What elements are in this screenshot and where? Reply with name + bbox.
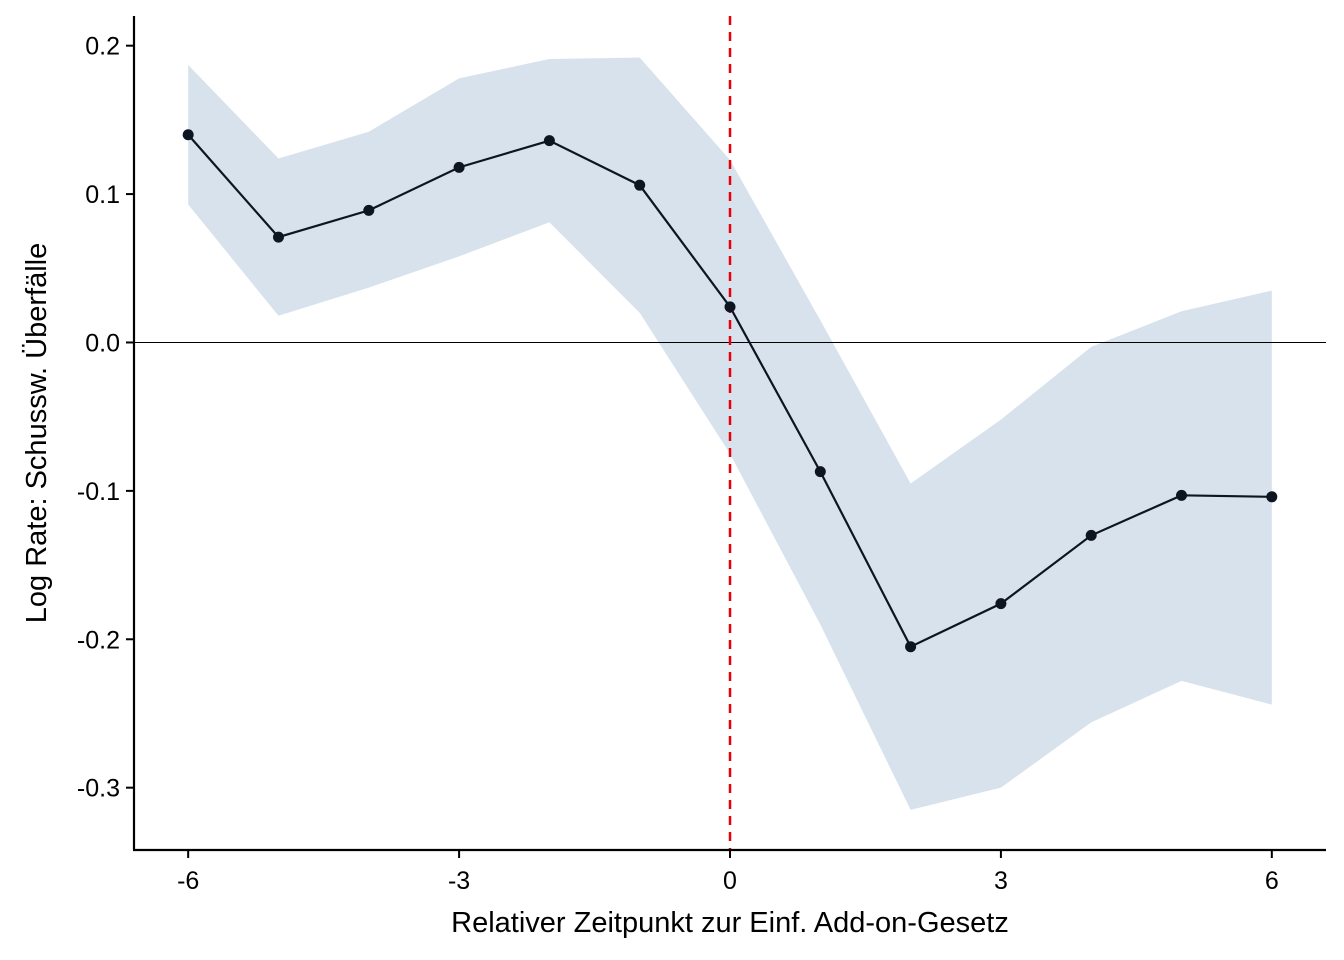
data-point — [995, 598, 1007, 610]
data-point — [724, 301, 736, 313]
x-tick-label: -6 — [177, 867, 199, 895]
y-tick-label: 0.1 — [85, 181, 120, 209]
axes-layer: 0.2 0.1 0.0 -0.1 -0.2 -0.3 -6 -3 0 3 6 — [77, 16, 1326, 895]
y-tick-label: -0.3 — [77, 775, 120, 803]
reference-lines-layer — [134, 16, 1326, 850]
x-tick-label: 6 — [1265, 867, 1279, 895]
data-point — [543, 135, 555, 147]
data-point — [634, 179, 646, 191]
y-tick-label: 0.0 — [85, 329, 120, 357]
data-point — [1085, 529, 1097, 541]
y-tick-label: 0.2 — [85, 33, 120, 61]
y-tick-label: -0.2 — [77, 626, 120, 654]
series-layer — [182, 129, 1278, 653]
x-tick-label: 3 — [994, 867, 1008, 895]
data-point — [1176, 489, 1188, 501]
data-point — [905, 641, 917, 653]
data-point — [363, 204, 375, 216]
data-point — [272, 231, 284, 243]
x-axis-title: Relativer Zeitpunkt zur Einf. Add-on-Ges… — [451, 907, 1009, 939]
data-point — [182, 129, 194, 141]
data-point — [453, 161, 465, 173]
data-point — [814, 466, 826, 478]
data-point — [1266, 491, 1278, 503]
y-tick-label: -0.1 — [77, 478, 120, 506]
x-tick-label: -3 — [448, 867, 470, 895]
x-tick-label: 0 — [723, 867, 737, 895]
y-axis-title: Log Rate: Schussw. Überfälle — [21, 243, 53, 623]
